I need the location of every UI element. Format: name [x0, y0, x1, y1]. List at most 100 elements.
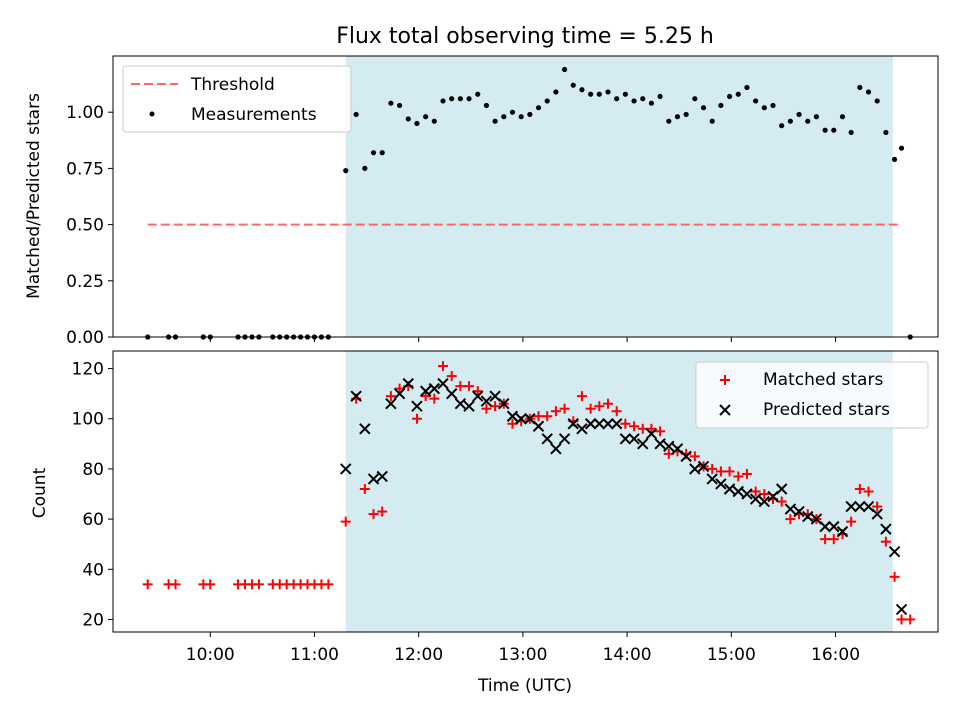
matched-star-point	[854, 483, 865, 494]
predicted-star-point	[802, 510, 814, 523]
legend-matched-swatch	[720, 375, 730, 385]
predicted-star-point	[480, 395, 493, 407]
measurement-point	[735, 91, 741, 97]
x-axis-label: Time (UTC)	[477, 676, 572, 696]
matched-star-point	[880, 536, 891, 547]
measurement-point	[891, 156, 898, 163]
top-y-ticks: 0.00 0.25 0.50 0.75 1.00	[66, 103, 113, 348]
top-legend: Threshold Measurements	[122, 65, 352, 133]
measurement-point	[588, 91, 594, 97]
matched-star-point	[420, 391, 431, 402]
measurement-point	[475, 91, 481, 97]
predicted-stars-points	[340, 377, 908, 616]
measurement-point	[796, 111, 802, 118]
x-tick-label: 16:00	[811, 645, 860, 665]
measurement-point	[753, 98, 759, 104]
matched-star-point	[559, 403, 570, 414]
matched-star-point	[905, 614, 916, 625]
predicted-star-point	[376, 470, 388, 483]
top-axes-frame	[112, 55, 939, 338]
measurement-point	[457, 96, 463, 102]
matched-star-point	[429, 393, 440, 404]
measurement-point	[839, 114, 846, 120]
predicted-star-point	[584, 418, 597, 430]
matched-star-point	[785, 514, 796, 525]
predicted-star-point	[880, 523, 892, 535]
top-x-ticks	[209, 337, 837, 342]
predicted-star-point	[532, 420, 545, 432]
x-tick-label: 12:00	[394, 645, 443, 665]
matched-star-point	[550, 406, 561, 417]
legend-predicted-swatch	[719, 404, 731, 416]
matched-star-point	[368, 509, 379, 520]
measurement-point	[631, 98, 637, 104]
predicted-star-point	[628, 433, 640, 445]
matched-star-point	[576, 391, 587, 402]
predicted-star-point	[437, 377, 449, 390]
measurement-point	[640, 96, 646, 102]
measurement-point	[362, 165, 368, 171]
matched-star-point	[253, 579, 264, 590]
predicted-star-point	[419, 385, 432, 397]
predicted-star-point	[393, 387, 406, 400]
x-tick-label: 15:00	[707, 645, 756, 665]
measurement-point	[605, 89, 611, 95]
legend-measurements-swatch	[149, 111, 155, 117]
predicted-star-point	[463, 400, 475, 412]
predicted-star-point	[715, 478, 727, 490]
legend-measurements-label: Measurements	[191, 105, 317, 125]
top-y-axis-label: Matched/Predicted stars	[24, 93, 44, 299]
measurement-point	[779, 123, 785, 129]
matched-star-point	[323, 579, 334, 590]
legend-predicted-label: Predicted stars	[763, 400, 890, 420]
measurement-point	[501, 114, 507, 120]
matched-star-point	[142, 579, 153, 590]
measurement-point	[570, 82, 576, 88]
matched-star-point	[629, 421, 640, 432]
measurement-point	[414, 120, 420, 127]
matched-star-point	[620, 418, 631, 429]
bottom-y-tick-label: 40	[82, 560, 104, 580]
predicted-star-point	[888, 546, 901, 558]
matched-star-point	[472, 386, 483, 397]
predicted-star-point	[340, 463, 352, 475]
matched-star-point	[359, 483, 370, 494]
predicted-star-point	[836, 525, 849, 538]
matched-star-point	[872, 501, 883, 512]
measurement-point	[396, 102, 403, 109]
matched-star-point	[455, 381, 466, 392]
predicted-star-point	[498, 397, 510, 410]
matched-star-point	[481, 403, 492, 414]
measurement-point	[509, 109, 516, 115]
measurement-point	[405, 116, 411, 122]
matched-star-point	[205, 579, 216, 590]
x-tick-label: 13:00	[498, 645, 547, 665]
top-y-tick-label: 0.50	[66, 216, 104, 236]
predicted-star-point	[723, 483, 736, 495]
predicted-star-point	[610, 418, 623, 430]
matched-star-point	[889, 571, 900, 582]
predicted-star-point	[541, 433, 553, 445]
predicted-star-point	[506, 410, 519, 422]
predicted-star-point	[558, 433, 571, 445]
top-y-tick-label: 0.00	[66, 328, 104, 348]
predicted-star-point	[819, 520, 831, 533]
matched-star-point	[863, 486, 874, 497]
matched-star-point	[828, 534, 839, 545]
predicted-star-point	[367, 473, 380, 485]
measurement-point	[770, 102, 776, 109]
matched-star-point	[715, 466, 726, 477]
x-tick-label: 14:00	[603, 645, 652, 665]
predicted-star-point	[428, 382, 441, 395]
matched-star-point	[846, 516, 857, 527]
measurement-point	[857, 84, 863, 91]
measurement-point	[466, 96, 472, 102]
matched-star-point	[394, 383, 405, 394]
predicted-star-point	[697, 460, 710, 473]
measurement-point	[700, 105, 707, 111]
x-tick-label: 10:00	[186, 645, 235, 665]
predicted-star-point	[775, 483, 788, 495]
predicted-star-point	[593, 418, 606, 430]
measurement-point	[561, 66, 568, 73]
predicted-star-point	[784, 503, 797, 515]
